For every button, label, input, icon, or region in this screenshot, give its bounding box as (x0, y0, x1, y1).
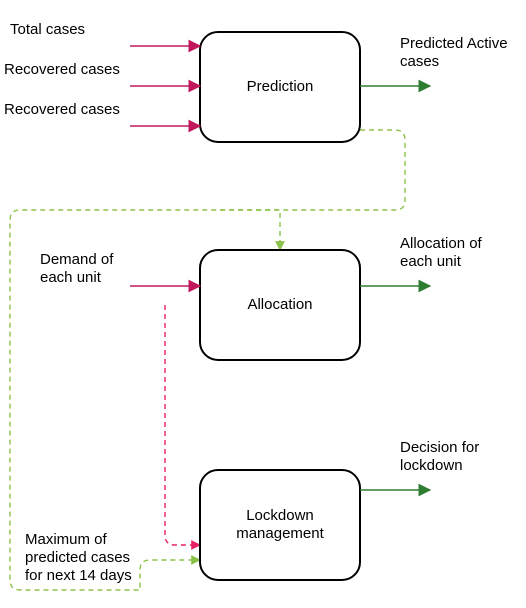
lockdown-output-label-1: Decision for (400, 439, 479, 456)
allocation-output-label-1: Allocation of (400, 235, 483, 252)
allocation-input-label-2: each unit (40, 269, 102, 286)
allocation-output-label-2: each unit (400, 253, 462, 270)
prediction-input-label-1: Recovered cases (4, 61, 120, 78)
dashed-green-branch (220, 210, 280, 250)
lockdown-output-label-2: lockdown (400, 457, 463, 474)
prediction-output-label-2: cases (400, 53, 439, 70)
lockdown-label-2: management (236, 525, 324, 542)
flowchart-diagram: Prediction Allocation Lockdownmanagement To… (0, 0, 526, 608)
lockdown-label-1: Lockdown (246, 507, 314, 524)
lockdown-caption-1: Maximum of (25, 531, 108, 548)
allocation-input-label-1: Demand of (40, 251, 114, 268)
prediction-input-label-0: Total cases (10, 21, 85, 38)
prediction-output-label-1: Predicted Active (400, 35, 508, 52)
allocation-label: Allocation (247, 296, 312, 313)
lockdown-caption-2: predicted cases (25, 549, 130, 566)
prediction-label: Prediction (247, 78, 314, 95)
prediction-input-label-2: Recovered cases (4, 101, 120, 118)
lockdown-caption-3: for next 14 days (25, 567, 132, 584)
dashed-pink-connector (165, 305, 200, 545)
